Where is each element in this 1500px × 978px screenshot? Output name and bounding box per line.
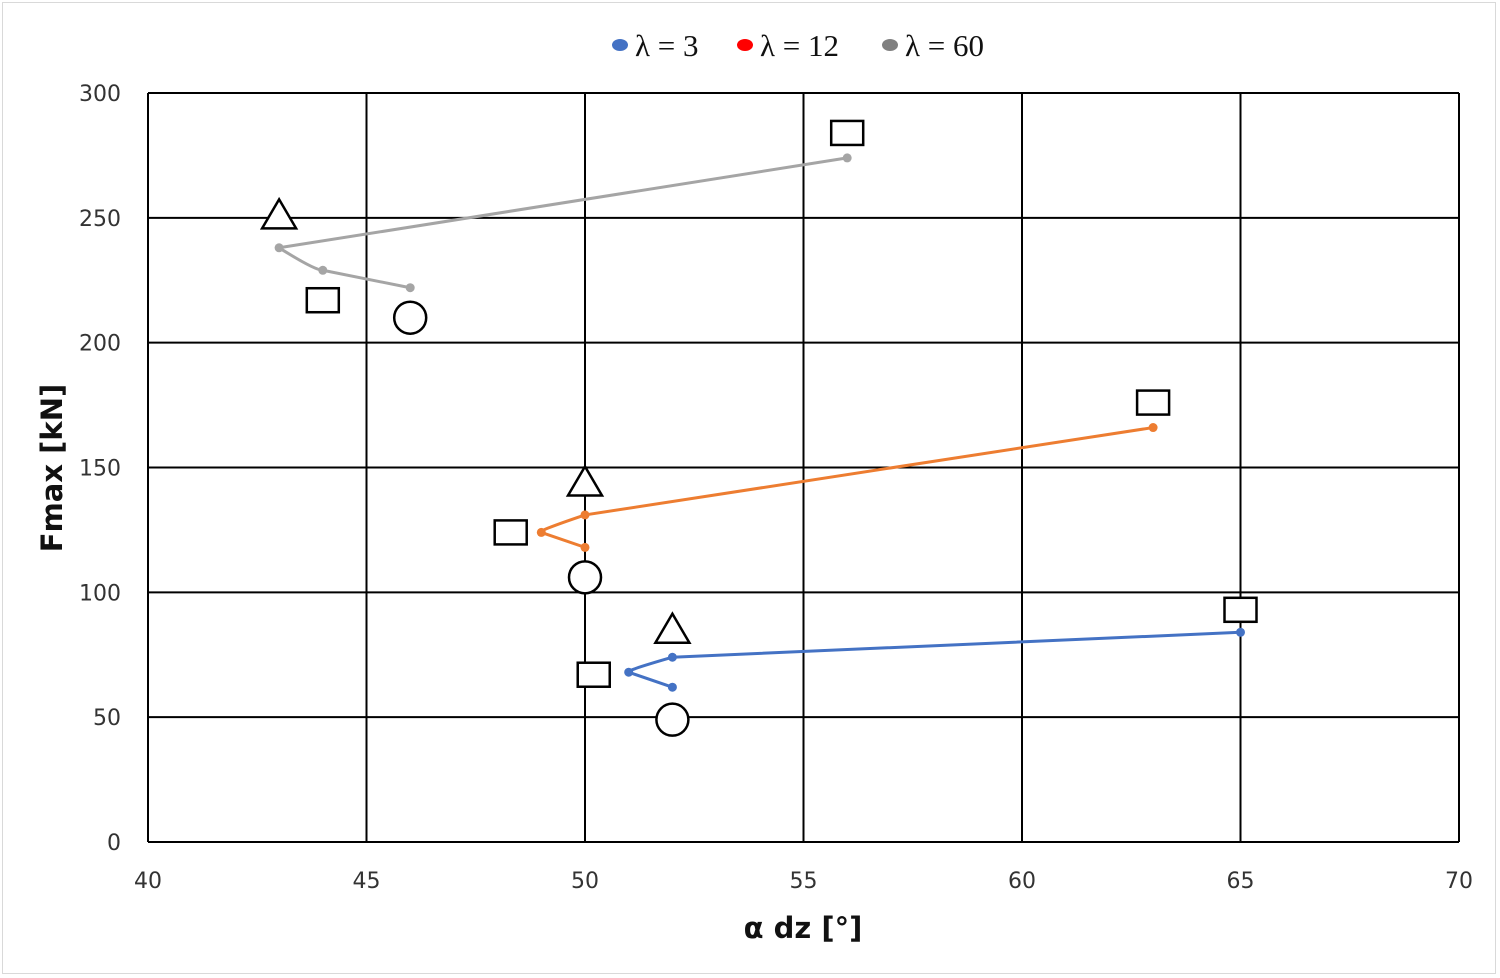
data-point bbox=[580, 510, 590, 520]
data-point bbox=[405, 283, 415, 293]
series-layer bbox=[274, 153, 1245, 692]
square-marker bbox=[1135, 389, 1171, 416]
x-axis-label: α dz [°] bbox=[744, 911, 863, 945]
legend: λ = 3 λ = 12 λ = 60 bbox=[612, 28, 984, 63]
legend-label: λ = 60 bbox=[905, 28, 984, 63]
square-marker bbox=[1223, 596, 1258, 624]
grid-lines bbox=[147, 92, 1460, 843]
y-tick-label: 50 bbox=[93, 706, 121, 731]
y-tick-label: 300 bbox=[79, 82, 121, 107]
y-tick-label: 200 bbox=[79, 332, 121, 357]
legend-label: λ = 3 bbox=[635, 28, 699, 63]
square-marker bbox=[493, 519, 528, 546]
y-tick-label: 250 bbox=[79, 207, 121, 232]
marker-layer bbox=[259, 119, 1258, 737]
data-point bbox=[318, 265, 328, 275]
triangle-marker bbox=[259, 196, 299, 230]
series-line bbox=[626, 630, 1241, 689]
legend-swatch-icon bbox=[737, 39, 753, 51]
x-axis-ticks: 40 45 50 55 60 65 70 bbox=[134, 869, 1473, 894]
data-point bbox=[667, 652, 677, 662]
legend-label: λ = 12 bbox=[760, 28, 839, 63]
data-point bbox=[1148, 423, 1158, 433]
triangle-marker bbox=[653, 611, 692, 645]
x-tick-label: 40 bbox=[134, 869, 162, 894]
triangle-marker bbox=[565, 464, 605, 497]
data-point bbox=[624, 667, 634, 677]
x-tick-label: 70 bbox=[1445, 869, 1473, 894]
data-point bbox=[1236, 627, 1245, 637]
x-tick-label: 60 bbox=[1008, 869, 1036, 894]
series-line bbox=[277, 156, 848, 290]
circle-marker bbox=[392, 300, 428, 335]
y-tick-label: 0 bbox=[107, 831, 121, 856]
data-point bbox=[667, 682, 677, 692]
square-marker bbox=[829, 119, 865, 147]
legend-swatch-icon bbox=[612, 39, 628, 51]
y-tick-label: 150 bbox=[79, 457, 121, 482]
y-axis-ticks: 0 50 100 150 200 250 300 bbox=[79, 82, 121, 856]
y-axis-label: Fmax [kN] bbox=[35, 384, 69, 552]
circle-marker bbox=[655, 702, 690, 737]
square-marker bbox=[576, 661, 611, 688]
square-marker bbox=[305, 286, 341, 314]
series-line bbox=[538, 426, 1154, 549]
x-tick-label: 45 bbox=[353, 869, 381, 894]
data-point bbox=[536, 527, 546, 537]
legend-swatch-icon bbox=[882, 39, 898, 51]
x-tick-label: 65 bbox=[1227, 869, 1255, 894]
x-tick-label: 50 bbox=[571, 869, 599, 894]
y-tick-label: 100 bbox=[79, 581, 121, 606]
data-point bbox=[842, 153, 852, 163]
x-tick-label: 55 bbox=[790, 869, 818, 894]
data-point bbox=[274, 243, 284, 253]
circle-marker bbox=[567, 560, 603, 595]
data-point bbox=[580, 542, 590, 552]
